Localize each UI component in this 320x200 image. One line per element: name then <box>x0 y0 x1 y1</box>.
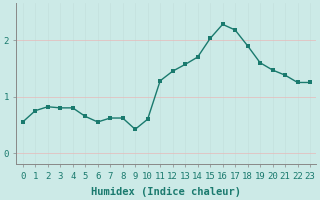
X-axis label: Humidex (Indice chaleur): Humidex (Indice chaleur) <box>92 186 241 197</box>
